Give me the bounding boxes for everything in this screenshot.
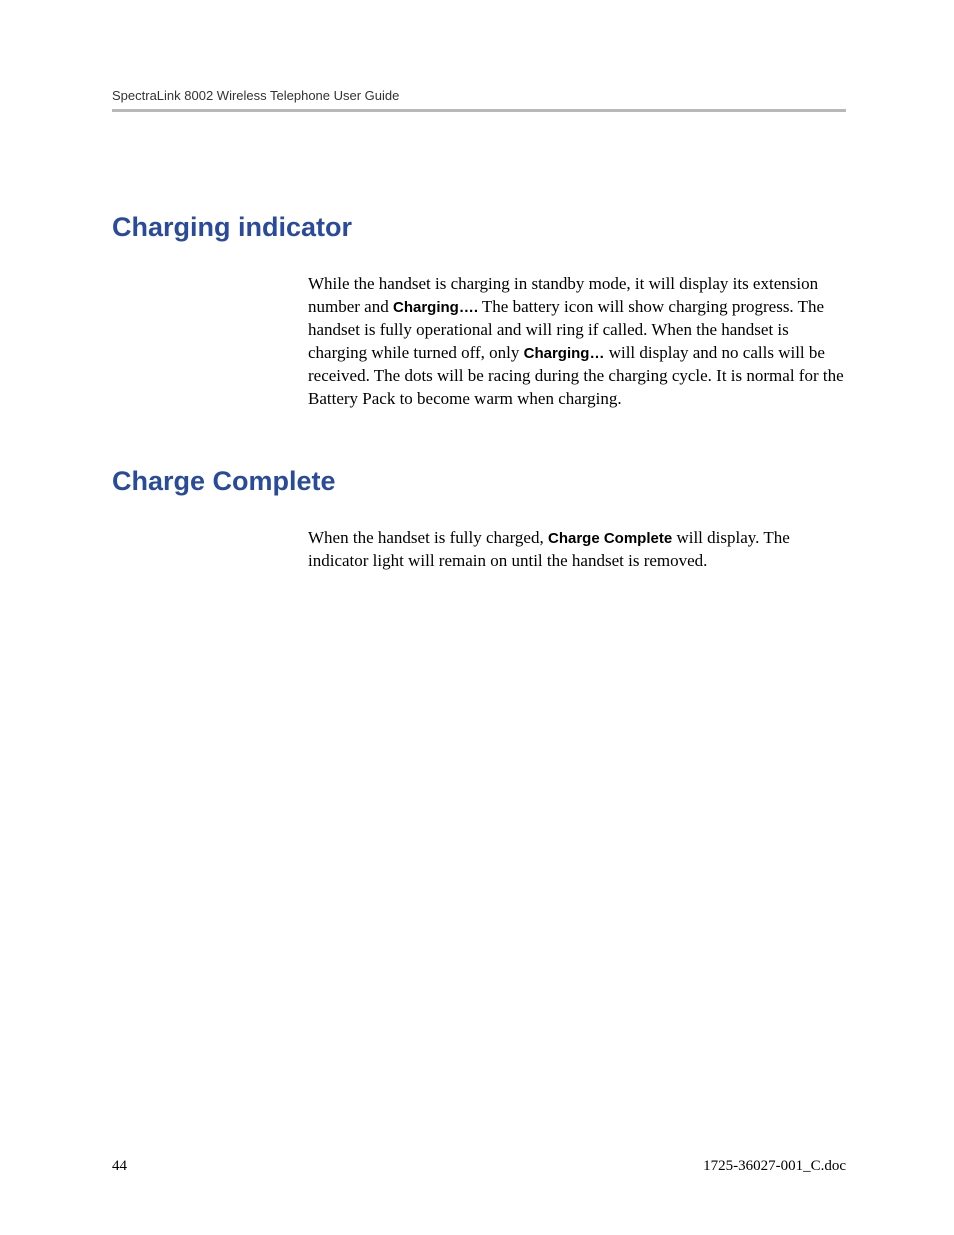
page-footer: 44 1725-36027-001_C.doc bbox=[112, 1158, 846, 1175]
section-body-charging-indicator: While the handset is charging in standby… bbox=[308, 273, 846, 411]
bold-text: Charge Complete bbox=[548, 530, 672, 547]
document-page: SpectraLink 8002 Wireless Telephone User… bbox=[0, 0, 954, 1235]
document-id: 1725-36027-001_C.doc bbox=[703, 1158, 846, 1175]
bold-text: Charging… bbox=[524, 345, 605, 362]
page-number: 44 bbox=[112, 1158, 127, 1175]
header-rule bbox=[112, 109, 846, 112]
section-heading-charging-indicator: Charging indicator bbox=[112, 212, 846, 243]
section-body-charge-complete: When the handset is fully charged, Charg… bbox=[308, 527, 846, 573]
body-text: When the handset is fully charged, bbox=[308, 528, 548, 547]
running-header: SpectraLink 8002 Wireless Telephone User… bbox=[112, 88, 846, 103]
section-heading-charge-complete: Charge Complete bbox=[112, 466, 846, 497]
bold-text: Charging…. bbox=[393, 299, 478, 316]
